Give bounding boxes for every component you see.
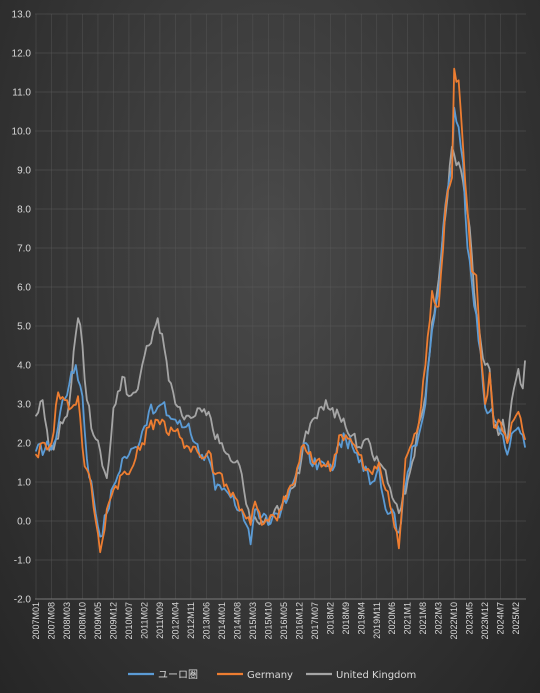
x-tick-label: 2014M08 — [232, 602, 242, 640]
x-tick-label: 2010M07 — [124, 602, 134, 640]
x-tick-label: 2018M2 — [325, 602, 335, 635]
x-tick-label: 2009M05 — [93, 602, 103, 640]
x-tick-label: 2020M6 — [387, 602, 397, 635]
y-tick-label: -2.0 — [14, 595, 32, 606]
y-tick-label: 11.0 — [12, 88, 31, 99]
x-tick-label: 2011M09 — [155, 602, 165, 639]
series-line-eurozone — [35, 106, 526, 546]
series-line-germany — [35, 67, 526, 554]
series-lines — [35, 67, 526, 554]
x-tick-label: 2019M4 — [356, 602, 366, 635]
x-tick-label: 2022M3 — [434, 602, 444, 635]
y-tick-label: 6.0 — [17, 283, 31, 294]
y-tick-label: 7.0 — [17, 244, 31, 255]
y-axis: -2.0 -1.0 0.0 1.0 2.0 3.0 4.0 5.0 6.0 7.0 8.0 9.0 10… — [12, 10, 32, 606]
x-tick-label: 2017M07 — [310, 602, 320, 640]
y-tick-label: 8.0 — [17, 205, 31, 216]
x-tick-label: 2021M8 — [418, 602, 428, 635]
y-tick-label: 13.0 — [12, 10, 32, 21]
x-tick-label: 2016M05 — [279, 602, 289, 640]
x-tick-label: 2015M03 — [248, 602, 258, 640]
y-tick-label: 10.0 — [12, 127, 32, 138]
x-tick-label: 2016M12 — [294, 602, 304, 640]
x-tick-label: 2018M9 — [341, 602, 351, 635]
x-tick-label: 2012M11 — [186, 602, 196, 639]
x-tick-label: 2008M03 — [62, 602, 72, 640]
y-tick-label: 12.0 — [12, 49, 32, 60]
x-tick-label: 2024M7 — [496, 602, 506, 635]
y-tick-label: 0.0 — [17, 517, 31, 528]
y-tick-label: 3.0 — [17, 400, 31, 411]
x-tick-label: 2007M08 — [46, 602, 56, 640]
x-tick-label: 2007M01 — [31, 602, 41, 640]
x-tick-label: 2012M04 — [170, 602, 180, 640]
legend-label-germany: Germany — [247, 670, 293, 681]
y-tick-label: 4.0 — [17, 361, 31, 372]
x-tick-label: 2015M10 — [263, 602, 273, 640]
y-tick-label: -1.0 — [14, 556, 32, 567]
x-tick-label: 2009M12 — [108, 602, 118, 640]
legend-label-eurozone: ユーロ圏 — [158, 669, 198, 681]
x-tick-label: 2011M02 — [139, 602, 149, 639]
x-tick-label: 2023M12 — [480, 602, 490, 640]
x-tick-label: 2014M01 — [217, 602, 227, 640]
x-tick-label: 2021M1 — [403, 602, 413, 635]
gridlines — [35, 13, 526, 600]
x-tick-label: 2013M06 — [201, 602, 211, 640]
x-tick-label: 2022M10 — [449, 602, 459, 640]
x-axis: 2007M01 2007M08 2008M03 2008M10 2009M05 2009M… — [31, 602, 521, 640]
x-tick-label: 2025M2 — [511, 602, 521, 635]
x-tick-label: 2008M10 — [77, 602, 87, 640]
y-tick-label: 1.0 — [17, 478, 31, 489]
legend: ユーロ圏 Germany United Kingdom — [128, 669, 416, 681]
x-tick-label: 2019M11 — [372, 602, 382, 639]
series-line-united-kingdom — [35, 145, 526, 526]
legend-label-united-kingdom: United Kingdom — [336, 670, 416, 681]
y-tick-label: 5.0 — [17, 322, 31, 333]
x-tick-label: 2023M5 — [465, 602, 475, 635]
y-tick-label: 2.0 — [17, 439, 31, 450]
y-tick-label: 9.0 — [17, 166, 31, 177]
